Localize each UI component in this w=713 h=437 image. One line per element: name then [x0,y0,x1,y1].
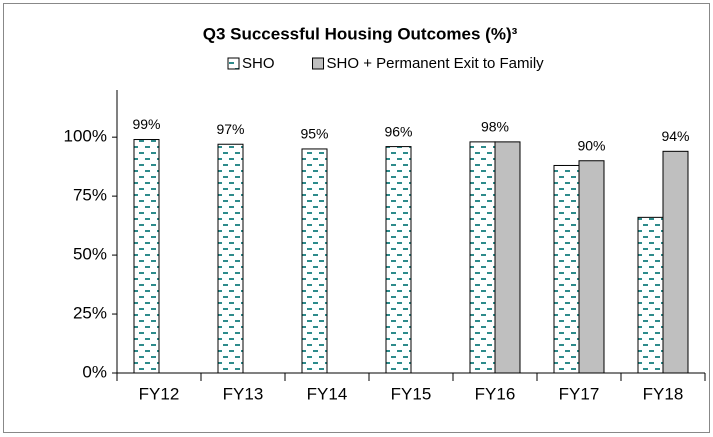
bar [217,143,244,374]
bar [553,164,580,374]
x-tick-label: FY17 [559,384,600,403]
value-label: 99% [132,116,160,132]
chart-title: Q3 Successful Housing Outcomes (%)³ [203,24,518,43]
x-tick-label: FY13 [223,384,264,403]
bar [385,146,412,374]
y-tick-label: 75% [73,186,107,205]
value-label: 98% [481,119,509,135]
legend: SHO SHO + Permanent Exit to Family [227,55,545,72]
value-label: 97% [216,121,244,137]
legend-label: SHO [242,55,275,72]
x-tick-label: FY14 [307,384,348,403]
bar [301,148,328,374]
y-tick-label: 50% [73,245,107,264]
x-tick-label: FY16 [475,384,516,403]
x-tick-label: FY18 [643,384,684,403]
legend-swatch [312,57,325,70]
bar [494,141,521,374]
y-tick-label: 0% [82,362,107,381]
bar [469,141,496,374]
bar [578,160,605,374]
bar [662,150,689,374]
value-label: 90% [577,137,605,153]
bar [637,216,664,374]
value-label: 95% [300,126,328,142]
value-label: 96% [384,123,412,139]
legend-label: SHO + Permanent Exit to Family [327,55,545,72]
legend-swatch [227,57,240,70]
x-tick-label: FY12 [139,384,180,403]
bar [133,139,160,374]
x-tick-label: FY15 [391,384,432,403]
value-label: 94% [661,128,689,144]
y-tick-label: 25% [73,304,107,323]
y-tick-label: 100% [64,127,107,146]
